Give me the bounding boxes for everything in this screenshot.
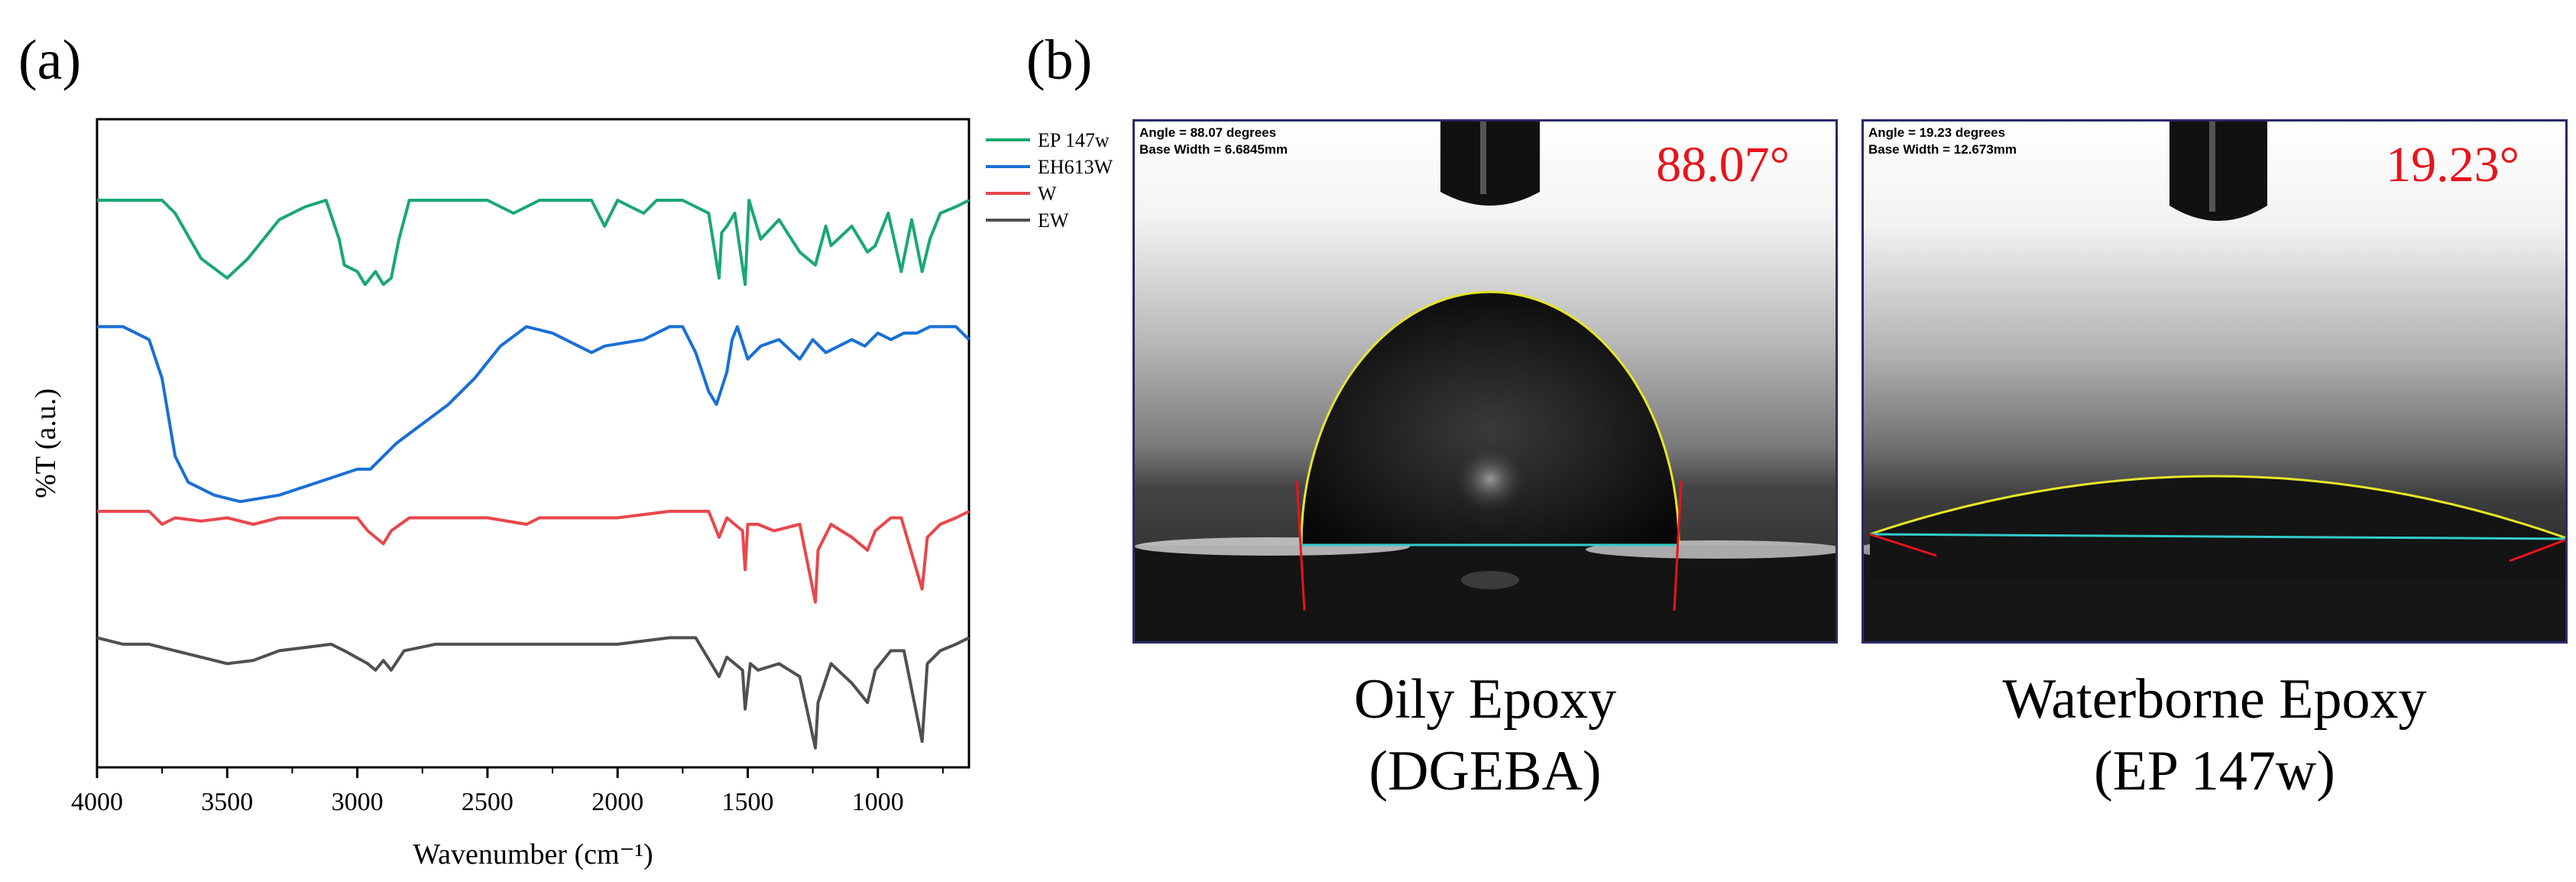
base-width-readout: Base Width = 6.6845mm (1139, 142, 1288, 157)
tangent-left (1869, 533, 1937, 557)
panel-label-b: (b) (1026, 29, 1093, 92)
panel-label-a: (a) (18, 29, 82, 92)
caption-line-1: Waterborne Epoxy (2002, 668, 2427, 731)
x-tick-label: 2500 (462, 788, 514, 816)
angle-readout: Angle = 19.23 degrees (1868, 125, 2006, 140)
caption-waterborne-epoxy: Waterborne Epoxy (EP 147w) (1862, 663, 2568, 807)
fit-curve (1869, 475, 2565, 540)
droplet-highlight (1453, 445, 1527, 514)
fit-curve (1300, 290, 1680, 545)
caption-oily-epoxy: Oily Epoxy (DGEBA) (1132, 663, 1838, 807)
x-tick-label: 4000 (71, 788, 123, 816)
needle (1440, 122, 1540, 206)
x-tick-label: 1000 (852, 788, 904, 816)
x-tick-label: 2000 (591, 788, 643, 816)
x-tick-label: 1500 (721, 788, 773, 816)
angle-readout: Angle = 88.07 degrees (1139, 125, 1277, 140)
droplet (1870, 475, 2565, 580)
needle (2169, 122, 2267, 221)
measurement-readout: Angle = 19.23 degrees Base Width = 12.67… (1868, 125, 2017, 158)
series-line-ew (96, 636, 970, 750)
caption-line-2: (EP 147w) (2094, 740, 2335, 803)
legend-label: W (1038, 183, 1057, 205)
tangent-right (1673, 480, 1683, 611)
x-tick-label: 3500 (201, 788, 253, 816)
series-line-ep-147w (97, 199, 970, 287)
legend-label: EP 147w (1038, 129, 1110, 151)
baseline (1869, 533, 2565, 540)
tangent-left (1295, 480, 1306, 611)
series-line-w (97, 510, 970, 604)
contact-angle-value: 19.23° (2386, 137, 2519, 193)
contact-angle-image-waterborne: Angle = 19.23 degrees Base Width = 12.67… (1862, 119, 2568, 644)
series-line-eh613w (97, 325, 970, 504)
surface-shadow (1135, 546, 1836, 641)
contact-angle-value: 88.07° (1656, 137, 1790, 193)
y-axis-label: %T (a.u.) (30, 388, 62, 498)
droplet-scene-waterborne (1864, 122, 2565, 641)
caption-line-2: (DGEBA) (1369, 740, 1602, 803)
needle-highlight (1480, 122, 1486, 194)
legend-label: EW (1038, 209, 1069, 232)
legend-label: EH613W (1038, 156, 1113, 178)
x-tick-label: 3000 (332, 788, 384, 816)
caption-line-1: Oily Epoxy (1353, 668, 1617, 731)
measurement-readout: Angle = 88.07 degrees Base Width = 6.684… (1139, 125, 1288, 158)
droplet (1301, 292, 1679, 544)
contact-angle-image-oily: Angle = 88.07 degrees Base Width = 6.684… (1132, 119, 1838, 644)
droplet-reflection (1461, 571, 1519, 589)
droplet-scene-oily (1135, 122, 1836, 641)
ftir-chart: 4000 3500 3000 2500 2000 1500 1000 Wavenumber (… (30, 118, 1113, 871)
x-axis-label: Wavenumber (cm⁻¹) (413, 838, 653, 871)
base-width-readout: Base Width = 12.673mm (1868, 142, 2017, 157)
tangent-right (2509, 538, 2565, 563)
plot-frame (96, 118, 970, 769)
needle-highlight (2209, 122, 2215, 212)
